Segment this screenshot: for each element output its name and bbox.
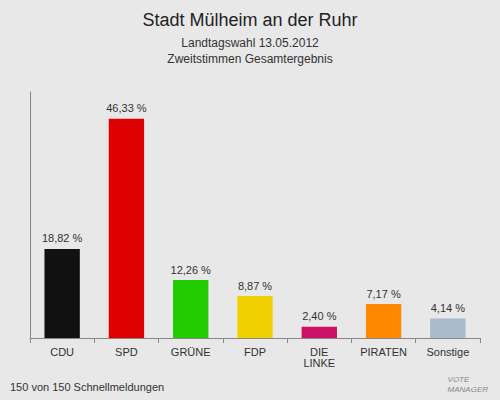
svg-text:LINKE: LINKE xyxy=(303,357,335,369)
svg-text:CDU: CDU xyxy=(50,346,74,358)
svg-text:Zweitstimmen Gesamtergebnis: Zweitstimmen Gesamtergebnis xyxy=(167,52,332,66)
svg-text:Sonstige: Sonstige xyxy=(426,346,469,358)
svg-text:4,14 %: 4,14 % xyxy=(431,302,465,314)
svg-text:18,82 %: 18,82 % xyxy=(42,232,83,244)
svg-text:2,40 %: 2,40 % xyxy=(302,310,336,322)
svg-text:GRÜNE: GRÜNE xyxy=(171,346,211,358)
svg-text:PIRATEN: PIRATEN xyxy=(360,346,407,358)
svg-text:VOTE: VOTE xyxy=(448,375,470,384)
svg-text:12,26 %: 12,26 % xyxy=(171,264,212,276)
svg-text:150 von 150 Schnellmeldungen: 150 von 150 Schnellmeldungen xyxy=(10,381,164,393)
svg-text:Landtagswahl 13.05.2012: Landtagswahl 13.05.2012 xyxy=(181,36,319,50)
svg-text:FDP: FDP xyxy=(244,346,266,358)
svg-text:46,33 %: 46,33 % xyxy=(106,102,147,114)
svg-text:Stadt Mülheim an der Ruhr: Stadt Mülheim an der Ruhr xyxy=(142,10,357,30)
svg-text:8,87 %: 8,87 % xyxy=(238,280,272,292)
svg-text:SPD: SPD xyxy=(115,346,138,358)
svg-text:MANAGER: MANAGER xyxy=(448,385,489,394)
svg-text:DIE: DIE xyxy=(310,345,329,358)
svg-text:7,17 %: 7,17 % xyxy=(366,288,400,300)
